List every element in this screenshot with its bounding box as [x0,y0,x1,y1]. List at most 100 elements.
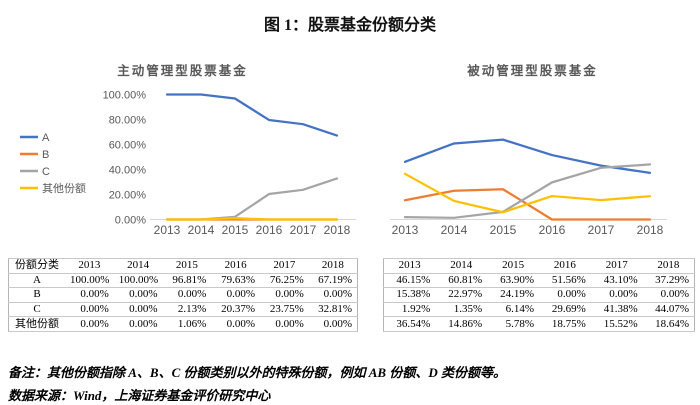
table-cell: 0.00% [113,287,163,303]
table-cell: 96.81% [162,272,212,289]
table-header-cell: 2016 [538,258,591,274]
table-cell: 100.00% [65,272,114,289]
table-cell: 1.92% [383,301,436,318]
table-cell: 44.07% [642,301,695,318]
x-tick-label: 2017 [588,223,615,237]
table-cell: 37.29% [642,272,695,289]
table-cell: 51.56% [538,272,591,289]
series-line-其他份额 [165,217,339,221]
y-tick-label: 80.00% [109,115,147,127]
legend-label-C: C [42,166,50,178]
table-cell: 5.78% [487,316,539,332]
table-cell: 36.54% [383,316,436,332]
table-row: 1.92% 1.35% 6.14% 29.69% 41.38% 44.07% [383,301,695,318]
table-cell: 76.25% [260,272,309,289]
x-tick-label: 2016 [256,223,283,237]
x-tick-label: 2015 [490,223,517,237]
table-header-cell: 2017 [590,258,643,274]
chart-passive-funds: 被动管理型股票基金 2013 2014 2015 2016 2017 2018 [365,56,700,244]
table-header-cell: 2014 [113,258,163,274]
x-tick-label: 2013 [392,223,419,237]
series-line-A [165,93,339,137]
table-header-cell: 2013 [383,258,436,274]
table-cell: 43.10% [590,272,643,289]
x-tick-label: 2017 [290,223,317,237]
table-cell: 0.00% [65,301,114,318]
x-tick-label: 2018 [637,223,664,237]
table-cell: 0.00% [65,287,114,303]
table-row: 15.38% 22.97% 24.19% 0.00% 0.00% 0.00% [383,287,695,303]
legend-label-其他份额: 其他份额 [42,182,86,195]
table-cell: 15.52% [590,316,643,332]
table-header-cell: 2014 [435,258,488,274]
table-cell: 0.00% [162,287,212,303]
table-cell: 0.00% [260,316,309,332]
table-cell: 24.19% [487,287,539,303]
legend-label-B: B [42,149,49,161]
table-cell: 2.13% [162,301,212,318]
series-line-C [165,177,339,221]
table-cell: 1.35% [435,301,488,318]
source-note: 数据来源：Wind，上海证券基金评价研究中心 [8,388,271,403]
table-cell: 6.14% [487,301,539,318]
x-tick-label: 2013 [154,223,181,237]
table-row: B 0.00% 0.00% 0.00% 0.00% 0.00% 0.00% [8,287,358,303]
table-header-cell: 2015 [487,258,539,274]
table-cell: 0.00% [538,287,591,303]
table-cell: 79.63% [211,272,260,289]
table-cell: C [8,301,65,318]
table-cell: 0.00% [308,316,358,332]
table-cell: 0.00% [308,287,358,303]
table-cell: 22.97% [435,287,488,303]
table-cell: 0.00% [590,287,643,303]
remark-note: 备注：其他份额指除 A、B、C 份额类别以外的特殊份额，例如 AB 份额、D 类… [8,365,506,380]
table-cell: 1.06% [162,316,212,332]
table-cell: 15.38% [383,287,436,303]
line-chart-passive-svg: 2013 2014 2015 2016 2017 2018 [390,138,667,237]
y-tick-label: 100.00% [103,90,147,102]
chart-title-active: 主动管理型股票基金 [117,64,248,78]
table-cell: 20.37% [211,301,260,318]
table-cell: 63.90% [487,272,539,289]
table-cell: 67.19% [308,272,358,289]
legend-label-A: A [42,132,50,144]
table-header-cell: 份额分类 [8,258,65,274]
table-cell: 18.64% [642,316,695,332]
table-cell: 0.00% [113,316,163,332]
series-line-C [403,163,652,219]
table-cell: 0.00% [65,316,114,332]
table-cell: 0.00% [642,287,695,303]
table-cell: A [8,272,65,289]
table-cell: 100.00% [113,272,163,289]
table-cell: 46.15% [383,272,436,289]
table-cell: 0.00% [260,287,309,303]
x-tick-label: 2016 [539,223,566,237]
x-tick-label: 2018 [324,223,351,237]
table-header-cell: 2018 [642,258,695,274]
table-header-cell: 2016 [211,258,260,274]
table-cell: 60.81% [435,272,488,289]
table-header-cell: 2018 [308,258,358,274]
passive-funds-table: 2013 2014 2015 2016 2017 2018 46.15% 60.81% 63.9… [383,258,695,332]
table-cell: 32.81% [308,301,358,318]
figure-title: 图 1：股票基金份额分类 [263,17,436,34]
y-tick-label: 60.00% [109,140,147,152]
table-cell: 0.00% [211,316,260,332]
table-cell: 23.75% [260,301,309,318]
table-cell: 41.38% [590,301,643,318]
x-tick-label: 2015 [222,223,249,237]
table-row: 36.54% 14.86% 5.78% 18.75% 15.52% 18.64% [383,316,695,332]
y-tick-label: 0.00% [115,215,146,227]
table-row: A 100.00% 100.00% 96.81% 79.63% 76.25% 67.19% [8,272,358,289]
y-tick-label: 20.00% [109,190,147,202]
x-tick-label: 2014 [188,223,215,237]
line-chart-active-svg: 100.00% 80.00% 60.00% 40.00% 20.00% 0.00% 2013… [20,90,356,237]
table-header-cell: 2015 [162,258,212,274]
active-funds-table: 份额分类 2013 2014 2015 2016 2017 2018 A 100.00% 100.… [8,258,358,332]
series-line-其他份额 [403,172,652,214]
table-cell: 0.00% [211,287,260,303]
table-cell: 18.75% [538,316,591,332]
table-header-cell: 2013 [65,258,114,274]
table-row: 其他份额 0.00% 0.00% 1.06% 0.00% 0.00% 0.00% [8,316,358,332]
